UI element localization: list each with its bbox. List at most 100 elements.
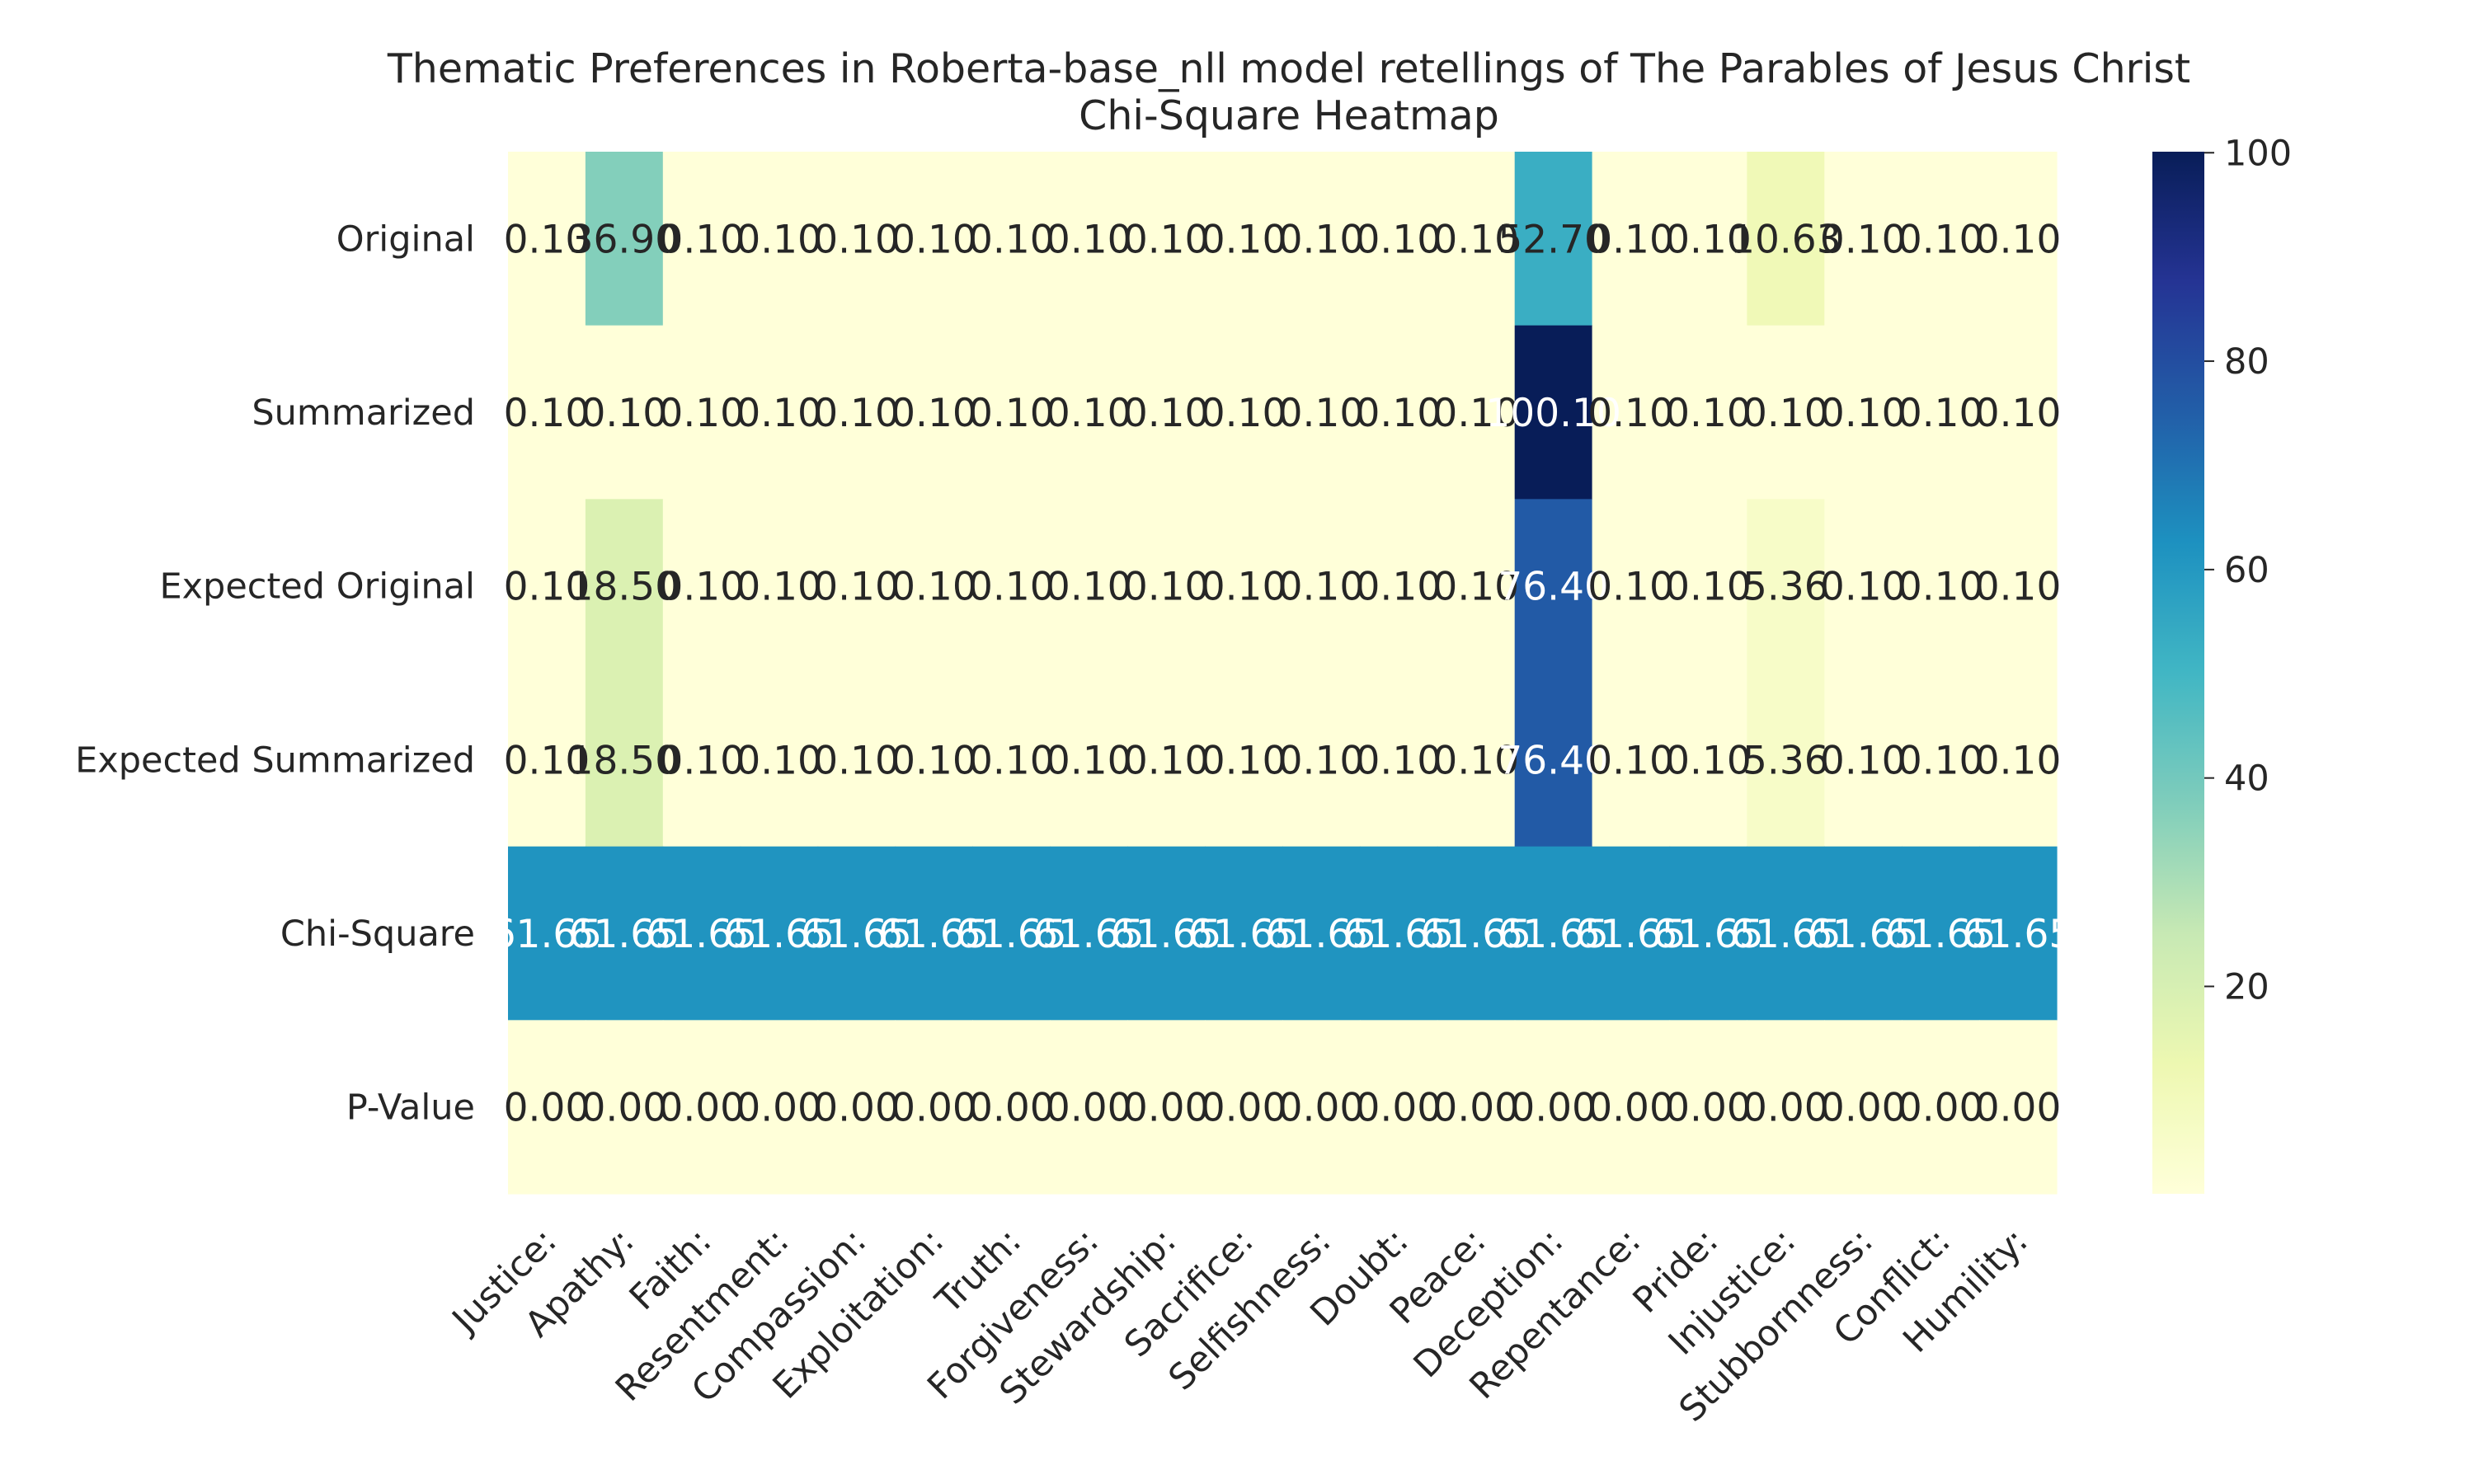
heatmap-cell	[1127, 499, 1206, 674]
heatmap-cell	[1592, 499, 1671, 674]
cell-value-label: 0.00	[1975, 1086, 2062, 1131]
heatmap-cell	[1437, 325, 1516, 500]
cell-value-label: 0.10	[1123, 738, 1210, 783]
cell-value-label: 0.10	[581, 391, 668, 436]
heatmap-cell	[1979, 325, 2058, 500]
heatmap-cell	[817, 152, 896, 326]
cell-value-label: 100.10	[1485, 391, 1620, 436]
cell-value-label: 0.10	[504, 738, 590, 783]
cell-value-label: 0.10	[1587, 738, 1674, 783]
heatmap-cell	[1979, 1020, 2058, 1195]
heatmap-cell	[1437, 1020, 1516, 1195]
heatmap-cell	[1282, 673, 1361, 848]
heatmap-cell	[895, 152, 973, 326]
cell-value-label: 0.10	[968, 391, 1055, 436]
cell-value-label: 0.10	[891, 391, 977, 436]
heatmap-cell	[1205, 152, 1283, 326]
cell-value-label: 0.00	[1898, 1086, 1984, 1131]
heatmap-cell	[1127, 152, 1206, 326]
heatmap-cell	[1050, 325, 1128, 500]
cell-value-label: 61.65	[1963, 912, 2074, 957]
cell-value-label: 61.65	[878, 912, 990, 957]
colorbar-tick-label: 40	[2224, 758, 2269, 800]
heatmap-cell	[1050, 152, 1128, 326]
heatmap-cell	[740, 673, 819, 848]
heatmap-cell	[1205, 846, 1283, 1021]
heatmap-cell	[1747, 1020, 1825, 1195]
cell-value-label: 61.65	[1885, 912, 1997, 957]
cell-value-label: 0.10	[1123, 391, 1210, 436]
heatmap-cell	[740, 1020, 819, 1195]
heatmap-cell	[1437, 152, 1516, 326]
cell-value-label: 0.10	[1975, 738, 2062, 783]
heatmap-cell	[1979, 152, 2058, 326]
cell-value-label: 0.10	[1898, 391, 1984, 436]
cell-value-label: 61.65	[1730, 912, 1841, 957]
heatmap-cell	[740, 325, 819, 500]
heatmap-cell	[1902, 152, 1980, 326]
cell-value-label: 0.10	[1898, 217, 1984, 262]
heatmap-cell	[1592, 325, 1671, 500]
cell-value-label: 0.00	[1046, 1086, 1132, 1131]
row-label: P-Value	[346, 1087, 475, 1129]
cell-value-label: 0.10	[1356, 738, 1442, 783]
heatmap-cell	[1205, 325, 1283, 500]
colorbar-tick-label: 60	[2224, 550, 2269, 591]
cell-value-label: 36.90	[569, 217, 680, 262]
cell-value-label: 0.10	[1356, 391, 1442, 436]
heatmap-cell	[1824, 499, 1903, 674]
cell-value-label: 61.65	[1343, 912, 1455, 957]
heatmap-cell	[972, 846, 1051, 1021]
heatmap-cell	[1359, 1020, 1438, 1195]
cell-value-label: 0.10	[1432, 217, 1519, 262]
heatmap-cell	[1669, 846, 1747, 1021]
cell-value-label: 0.10	[1665, 391, 1752, 436]
cell-value-label: 0.10	[813, 565, 900, 610]
heatmap-cell	[1979, 673, 2058, 848]
heatmap-cell	[1902, 1020, 1980, 1195]
cell-value-label: 0.00	[1510, 1086, 1597, 1131]
heatmap-cell	[1127, 325, 1206, 500]
heatmap-cell	[662, 1020, 741, 1195]
cell-value-label: 0.00	[1356, 1086, 1442, 1131]
cell-value-label: 76.40	[1498, 738, 1609, 783]
cell-value-label: 0.10	[891, 738, 977, 783]
heatmap-cell	[662, 673, 741, 848]
heatmap-cell	[585, 152, 664, 326]
heatmap-cell	[972, 152, 1051, 326]
cell-value-label: 0.10	[504, 217, 590, 262]
heatmap-cell	[1437, 499, 1516, 674]
heatmap-cell	[1514, 1020, 1593, 1195]
heatmap-cell	[662, 499, 741, 674]
heatmap-cell	[895, 499, 973, 674]
heatmap-cell	[508, 1020, 586, 1195]
cell-value-label: 0.00	[1587, 1086, 1674, 1131]
cell-value-label: 0.10	[1123, 217, 1210, 262]
cell-value-label: 0.10	[1201, 217, 1287, 262]
colorbar: 20 40 60 80 100	[2152, 133, 2292, 1194]
row-label: Expected Original	[159, 566, 475, 608]
cell-value-label: 0.10	[1820, 565, 1907, 610]
heatmap-cell	[1592, 846, 1671, 1021]
cell-value-label: 76.40	[1498, 565, 1609, 610]
cell-value-label: 0.10	[1665, 217, 1752, 262]
row-labels: Original Summarized Expected Original Expec…	[75, 218, 475, 1128]
heatmap-cell	[1747, 499, 1825, 674]
heatmap-cell	[1282, 499, 1361, 674]
cell-value-label: 0.10	[736, 217, 822, 262]
heatmap-cell	[895, 325, 973, 500]
heatmap-cell	[1824, 325, 1903, 500]
heatmap-cell	[1824, 673, 1903, 848]
cell-value-label: 0.00	[968, 1086, 1055, 1131]
cell-value-label: 0.10	[891, 217, 977, 262]
heatmap-cell	[1205, 1020, 1283, 1195]
heatmap-cell	[740, 846, 819, 1021]
cell-value-label: 0.10	[1356, 565, 1442, 610]
heatmap-cell	[1747, 152, 1825, 326]
heatmap-cell	[972, 673, 1051, 848]
cell-value-label: 0.10	[1665, 738, 1752, 783]
heatmap-cell	[1592, 673, 1671, 848]
cell-value-label: 0.10	[968, 217, 1055, 262]
heatmap-cell	[1514, 673, 1593, 848]
cell-value-label: 0.10	[658, 391, 745, 436]
